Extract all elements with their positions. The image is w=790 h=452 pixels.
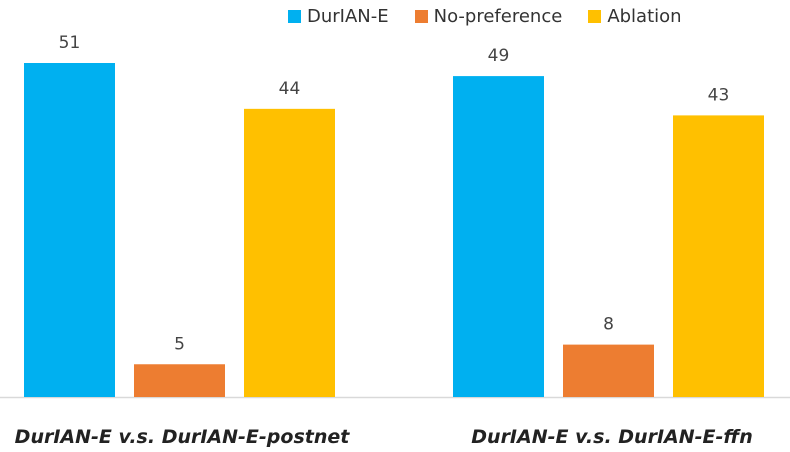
legend-item-no-preference[interactable]: No-preference [414, 6, 563, 27]
legend-swatch-ablation [588, 10, 602, 23]
bars-group [24, 63, 764, 398]
category-label-0: DurIAN-E v.s. DurIAN-E-postnet [15, 426, 351, 448]
legend-swatch-durian-e [288, 10, 301, 23]
bar-0-2[interactable] [244, 108, 335, 397]
value-labels-group: 51 5 44 49 8 43 [59, 33, 730, 354]
legend-item-durian-e[interactable]: DurIAN-E [288, 6, 389, 27]
bar-0-0[interactable] [24, 63, 115, 397]
value-label-1-1: 8 [603, 315, 614, 335]
value-label-0-0: 51 [59, 33, 81, 53]
value-label-0-2: 44 [279, 79, 301, 99]
legend-label: No-preference [433, 6, 563, 27]
legend-label: Ablation [607, 6, 682, 27]
legend-item-ablation[interactable]: Ablation [588, 6, 682, 27]
value-label-1-2: 43 [708, 85, 730, 105]
bar-1-2[interactable] [673, 115, 764, 398]
legend-label: DurIAN-E [307, 6, 389, 27]
bar-0-1[interactable] [134, 364, 225, 397]
legend: DurIAN-E No-preference Ablation [288, 6, 682, 27]
bar-1-0[interactable] [453, 76, 544, 398]
category-labels-group: DurIAN-E v.s. DurIAN-E-postnet DurIAN-E v… [15, 426, 753, 448]
legend-swatch-no-preference [414, 10, 428, 23]
value-label-1-0: 49 [488, 46, 510, 66]
value-label-0-1: 5 [174, 334, 185, 354]
category-label-1: DurIAN-E v.s. DurIAN-E-ffn [471, 426, 752, 448]
bar-1-1[interactable] [563, 344, 654, 397]
